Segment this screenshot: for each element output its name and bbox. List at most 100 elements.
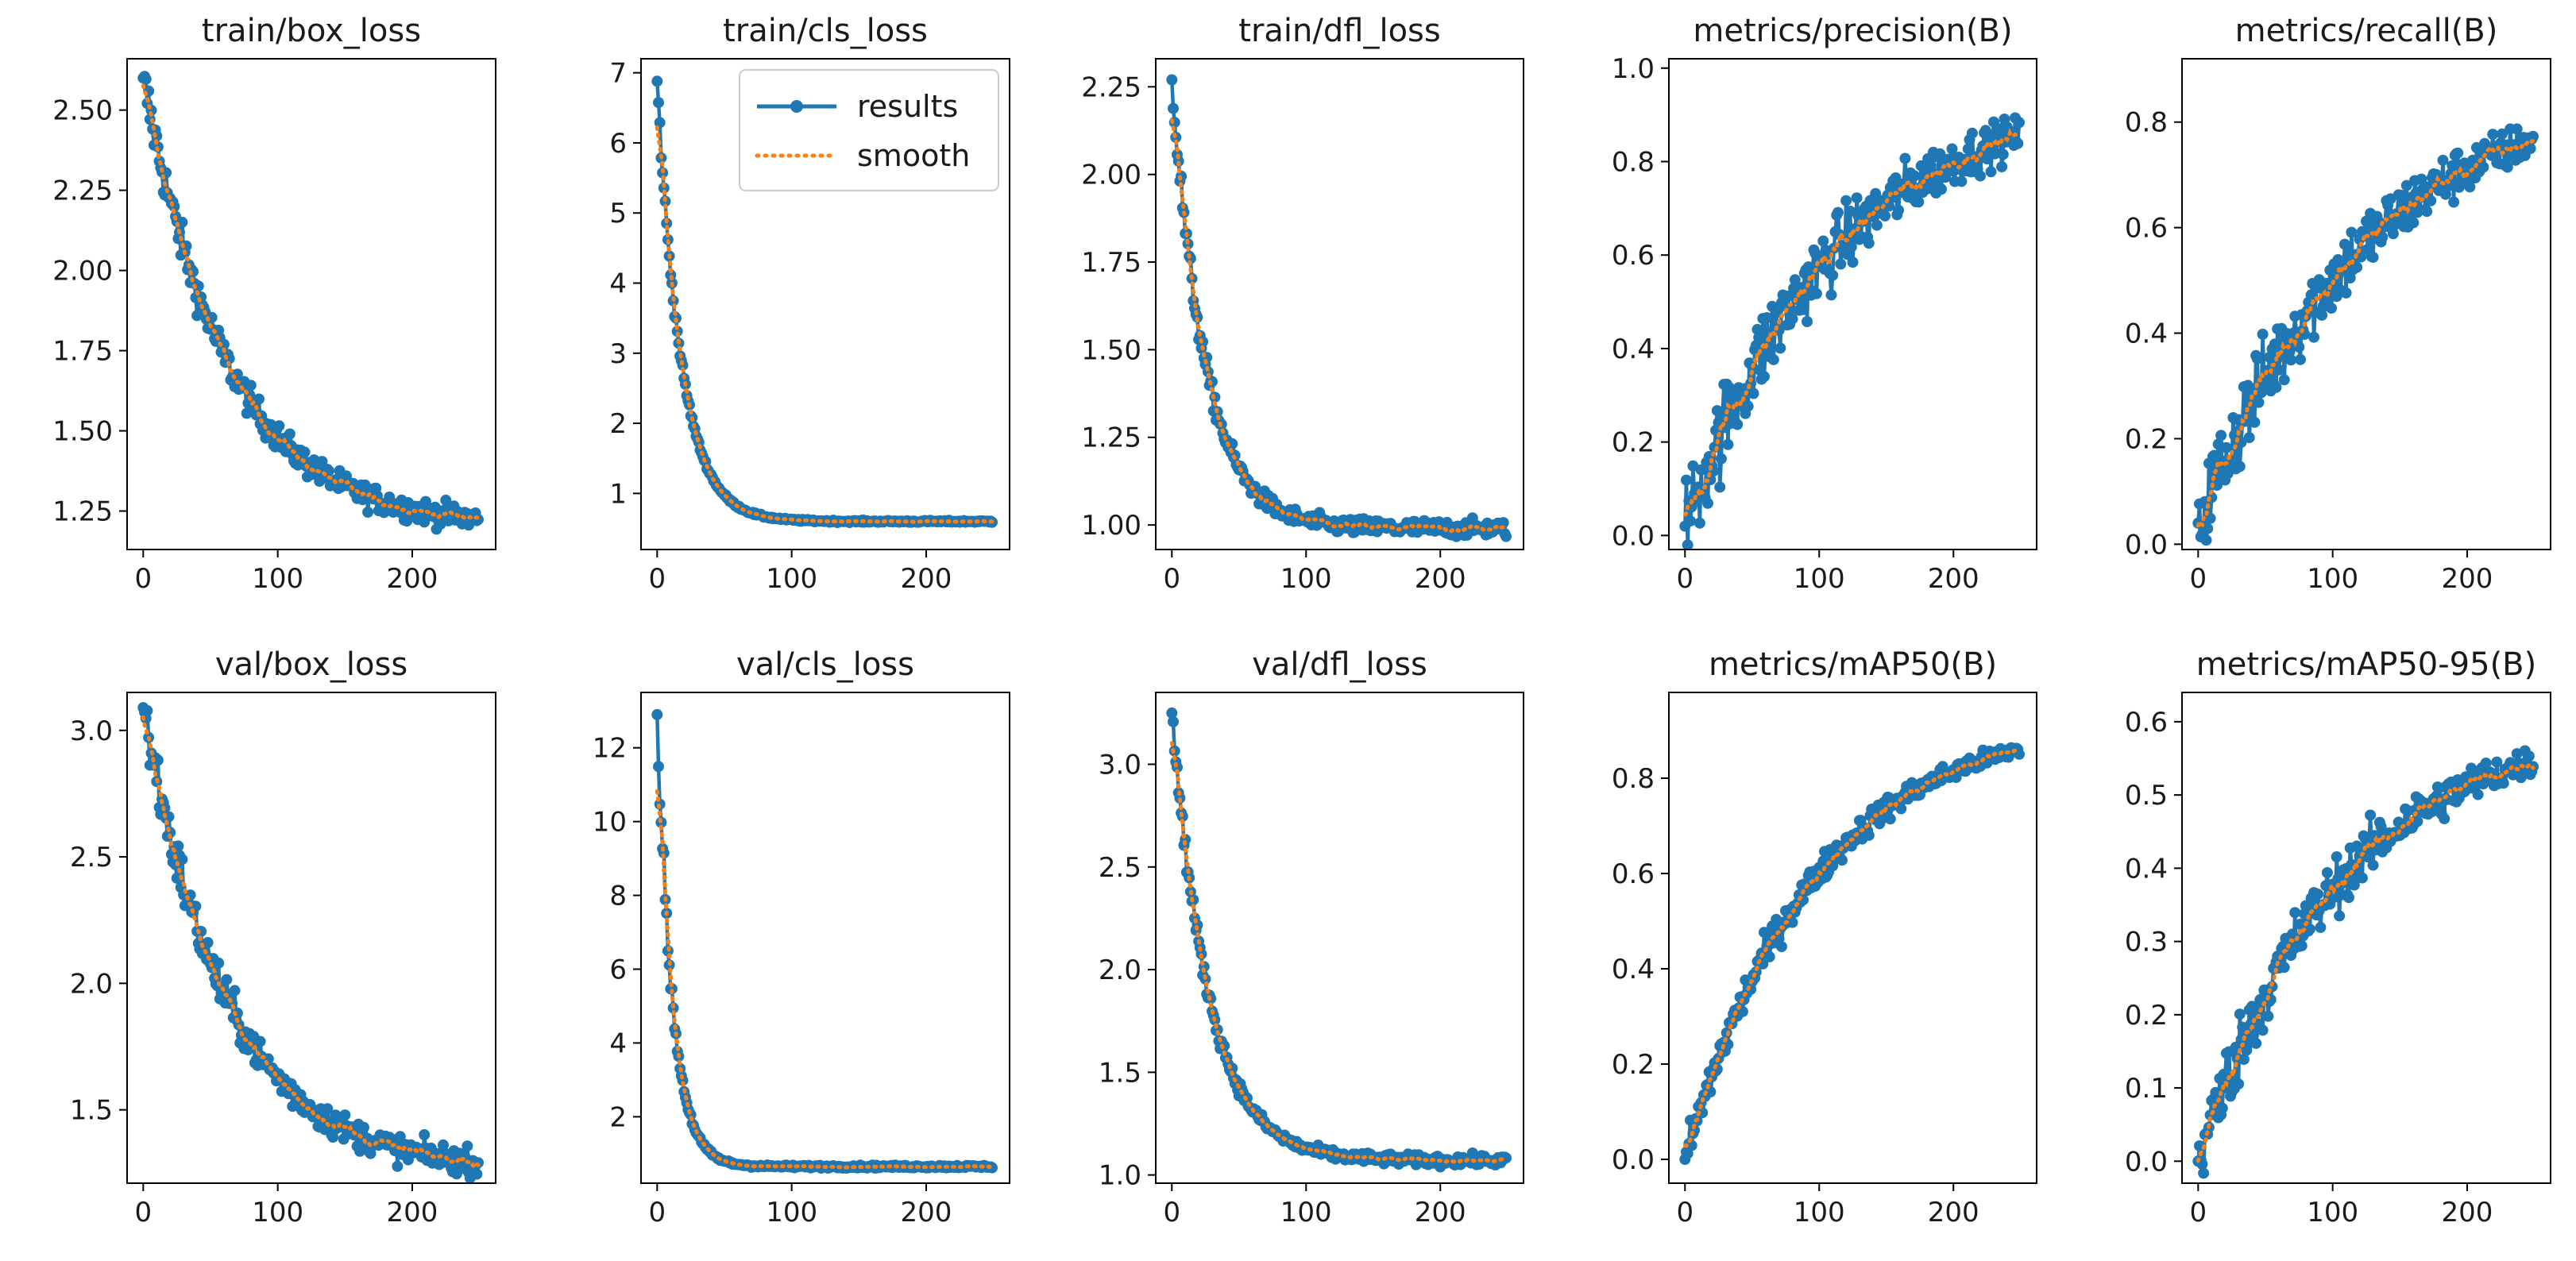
results-point — [1827, 269, 1839, 281]
results-point — [1773, 932, 1785, 944]
y-tick-label: 0.4 — [2125, 318, 2168, 350]
results-point — [221, 974, 233, 985]
y-tick-label: 1.00 — [1081, 510, 1141, 542]
smooth-line — [141, 83, 481, 521]
results-point — [213, 957, 225, 969]
results-point — [450, 1168, 462, 1180]
y-tick-label: 0.5 — [2125, 780, 2168, 812]
results-point — [1890, 172, 1902, 183]
results-point — [1934, 148, 1946, 160]
results-point — [2278, 374, 2290, 386]
results-point — [1786, 916, 1798, 928]
results-point — [2238, 1054, 2250, 1066]
results-point — [1981, 153, 1993, 165]
x-tick-label: 0 — [1676, 563, 1694, 595]
results-point — [1226, 438, 1238, 449]
results-point — [2315, 921, 2327, 933]
results-point — [1500, 530, 1512, 542]
results-point — [1879, 210, 1891, 222]
results-point — [1840, 195, 1852, 206]
x-tick-label: 200 — [1415, 1197, 1466, 1228]
results-point — [394, 1131, 406, 1143]
results-point — [658, 182, 670, 194]
results-point — [1789, 274, 1801, 286]
results-point — [1940, 172, 1952, 183]
y-tick-label: 6 — [609, 128, 627, 160]
results-point — [2511, 123, 2523, 135]
results-point — [1497, 517, 1509, 529]
y-tick-label: 0.0 — [2125, 529, 2168, 561]
results-point — [1956, 175, 1968, 187]
y-tick-label: 0.2 — [1612, 1049, 1655, 1081]
y-tick-label: 8 — [609, 881, 627, 912]
results-point — [2269, 338, 2281, 350]
results-point — [666, 983, 678, 995]
series-group — [1166, 74, 1512, 542]
results-point — [1863, 829, 1875, 841]
subplot-2: train/dfl_loss 0 100 200 1.00 1.25 1.50 1.75 2.0… — [1081, 13, 1524, 595]
results-point — [1975, 170, 1986, 182]
results-point — [1835, 258, 1847, 270]
y-tick-label: 2.0 — [70, 968, 113, 1000]
results-point — [2286, 928, 2298, 940]
y-tick-label: 0.1 — [2125, 1073, 2168, 1105]
smooth-line — [2196, 139, 2535, 528]
x-tick-label: 100 — [252, 563, 303, 595]
results-point — [2367, 252, 2379, 263]
results-point — [2365, 809, 2377, 821]
y-tick-label: 6 — [609, 954, 627, 985]
y-tick-label: 3.0 — [70, 715, 113, 747]
results-point — [2342, 241, 2354, 253]
results-point — [1851, 192, 1863, 204]
results-point — [1767, 353, 1779, 365]
results-point — [2234, 1008, 2246, 1020]
y-tick-label: 1.75 — [1081, 247, 1141, 279]
y-tick-label: 2.25 — [52, 175, 113, 207]
results-point — [1715, 453, 1727, 465]
y-tick-label: 2.5 — [70, 842, 113, 873]
results-point — [651, 75, 663, 87]
results-point — [1714, 481, 1726, 493]
x-tick-label: 200 — [901, 563, 952, 595]
results-point — [1775, 342, 1786, 354]
y-tick-label: 1.0 — [1612, 53, 1655, 85]
results-point — [2239, 415, 2251, 427]
results-point — [2215, 430, 2227, 442]
y-tick-label: 0.0 — [1612, 520, 1655, 552]
panel-title: metrics/mAP50-95(B) — [2196, 646, 2536, 683]
series-group — [2192, 745, 2539, 1179]
results-point — [654, 117, 666, 129]
panel-title: train/dfl_loss — [1238, 13, 1440, 49]
results-point — [419, 516, 431, 528]
results-point — [2497, 777, 2509, 789]
results-point — [2257, 1024, 2269, 1036]
results-point — [2308, 331, 2319, 343]
series-group — [651, 75, 998, 529]
results-point — [2480, 758, 2492, 769]
series-group — [1679, 742, 2025, 1165]
results-point — [1962, 143, 1974, 155]
results-point — [1802, 316, 1813, 327]
results-point — [299, 446, 311, 458]
legend: results smooth — [739, 69, 999, 191]
results-point — [2211, 480, 2223, 492]
plot-frame — [1155, 58, 1524, 550]
x-tick-label: 0 — [135, 563, 153, 595]
smooth-line — [1169, 741, 1508, 1165]
results-point — [1685, 515, 1696, 527]
y-tick-label: 12 — [593, 733, 627, 765]
results-point — [2210, 1086, 2222, 1098]
results-point — [1732, 418, 1744, 430]
y-tick-label: 1.25 — [1081, 422, 1141, 454]
x-tick-label: 200 — [1415, 563, 1466, 595]
results-line — [1683, 746, 2022, 1160]
y-tick-label: 0.2 — [2125, 1000, 2168, 1032]
panel-title: train/cls_loss — [723, 13, 928, 49]
results-point — [2416, 173, 2427, 185]
results-point — [1983, 129, 1995, 141]
plot-frame — [126, 692, 496, 1184]
results-point — [1775, 941, 1787, 953]
results-point — [2233, 1078, 2245, 1090]
plot-frame — [1668, 58, 2037, 550]
results-point — [273, 420, 285, 432]
